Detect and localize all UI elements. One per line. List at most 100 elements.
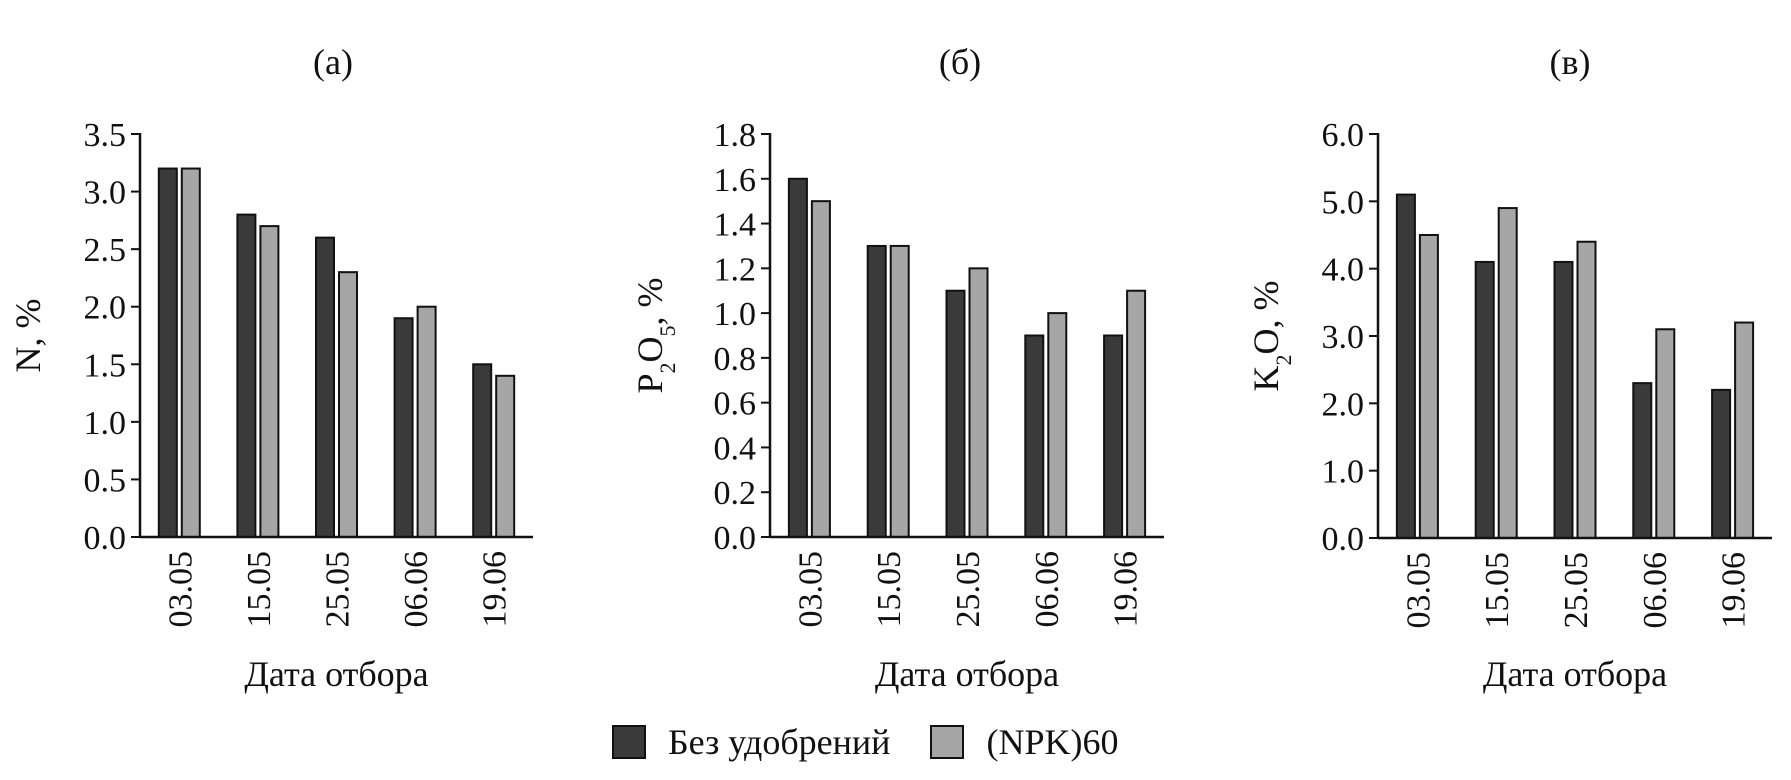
bar-npk60-06.06 bbox=[1655, 328, 1676, 539]
y-axis-label: K2O, % bbox=[1246, 281, 1296, 392]
bar-npk60-03.05 bbox=[810, 200, 831, 539]
y-tick-label: 4.0 bbox=[1322, 252, 1365, 289]
y-tick-label: 1.0 bbox=[84, 405, 127, 442]
y-axis-label-text: , % bbox=[8, 299, 48, 347]
x-axis-label: Дата отбора bbox=[875, 654, 1059, 694]
legend-label-npk60: (NPK)60 bbox=[986, 722, 1119, 762]
bar-npk60-19.06 bbox=[1126, 289, 1147, 538]
legend-swatch-npk60 bbox=[930, 725, 965, 759]
x-tick-label: 25.05 bbox=[1558, 552, 1595, 629]
x-tick-label: 03.05 bbox=[792, 551, 829, 628]
x-tick-label: 06.06 bbox=[1029, 551, 1066, 628]
x-tick-label: 15.05 bbox=[1479, 552, 1516, 629]
y-axis-label-text: , % bbox=[630, 277, 670, 325]
y-axis-label-text: O bbox=[1246, 329, 1286, 355]
bar-no-fertilizer-19.06 bbox=[472, 363, 493, 538]
bar-no-fertilizer-03.05 bbox=[157, 167, 178, 539]
y-tick-label: 1.4 bbox=[714, 207, 757, 244]
y-axis-label-subscript: 2 bbox=[1271, 355, 1296, 366]
y-tick-label: 0.2 bbox=[714, 475, 757, 512]
x-tick-label: 19.06 bbox=[1716, 552, 1753, 629]
x-tick-label: 06.06 bbox=[1637, 552, 1674, 629]
bar-npk60-19.06 bbox=[495, 374, 516, 538]
bar-no-fertilizer-03.05 bbox=[787, 177, 808, 538]
y-axis-label-subscript: 2 bbox=[655, 362, 680, 373]
bar-no-fertilizer-25.05 bbox=[945, 289, 966, 538]
legend-item-no-fertilizer: Без удобрений bbox=[612, 721, 890, 763]
y-tick-label: 0.5 bbox=[84, 462, 127, 499]
y-tick-label: 3.5 bbox=[84, 117, 127, 154]
bar-no-fertilizer-19.06 bbox=[1711, 388, 1732, 539]
bar-no-fertilizer-06.06 bbox=[1632, 382, 1653, 539]
bar-npk60-19.06 bbox=[1734, 321, 1755, 539]
x-tick-label: 19.06 bbox=[477, 551, 514, 628]
chart-panel-v: (в) 03.05 15.05 25.05 06.06 19.06 0.0 1.0 2.0 3.0… bbox=[1246, 42, 1772, 694]
bar-no-fertilizer-06.06 bbox=[1024, 334, 1045, 538]
bar-npk60-06.06 bbox=[1047, 312, 1068, 538]
panel-title: (а) bbox=[313, 42, 353, 82]
y-tick-label: 1.2 bbox=[714, 251, 757, 288]
y-axis-label-text: , % bbox=[1246, 281, 1286, 329]
legend-label-no-fertilizer: Без удобрений bbox=[668, 722, 891, 762]
y-axis-label: P2O5, % bbox=[630, 277, 680, 393]
x-tick-label: 19.06 bbox=[1108, 551, 1145, 628]
legend-swatch-no-fertilizer bbox=[612, 725, 646, 759]
bar-no-fertilizer-15.05 bbox=[1474, 260, 1495, 539]
bar-no-fertilizer-03.05 bbox=[1395, 193, 1416, 539]
y-axis-label-subscript: 5 bbox=[655, 325, 680, 336]
x-tick-label: 25.05 bbox=[950, 551, 987, 628]
y-tick-label: 2.0 bbox=[1322, 386, 1365, 423]
bar-npk60-25.05 bbox=[1576, 240, 1597, 539]
legend: Без удобрений (NPK)60 bbox=[612, 720, 1158, 764]
bar-npk60-15.05 bbox=[259, 225, 280, 538]
x-tick-label: 15.05 bbox=[871, 551, 908, 628]
x-axis-label: Дата отбора bbox=[244, 654, 428, 694]
y-tick-label: 0.8 bbox=[714, 341, 757, 378]
y-tick-label: 0.0 bbox=[84, 520, 127, 557]
x-tick-label: 25.05 bbox=[320, 551, 357, 628]
y-axis-label-text: N bbox=[8, 347, 48, 373]
legend-item-npk60: (NPK)60 bbox=[930, 721, 1118, 763]
y-tick-label: 0.0 bbox=[714, 520, 757, 557]
y-tick-label: 3.0 bbox=[84, 175, 127, 212]
panel-title: (в) bbox=[1550, 42, 1591, 82]
bar-npk60-15.05 bbox=[1497, 207, 1518, 539]
x-tick-label: 03.05 bbox=[162, 551, 199, 628]
bar-no-fertilizer-06.06 bbox=[393, 317, 414, 538]
y-tick-label: 1.0 bbox=[714, 296, 757, 333]
panel-title: (б) bbox=[939, 42, 981, 82]
bar-no-fertilizer-25.05 bbox=[315, 236, 335, 538]
bar-npk60-03.05 bbox=[180, 167, 201, 539]
y-axis-label-text: P bbox=[630, 373, 670, 393]
y-axis-label-text: K bbox=[1246, 366, 1286, 392]
chart-panel-b: (б) 03.05 15.05 25.05 06.06 19.06 0.0 0.2 0.4 0.6… bbox=[630, 42, 1164, 694]
x-tick-label: 06.06 bbox=[398, 551, 435, 628]
bar-npk60-25.05 bbox=[338, 271, 358, 538]
y-tick-label: 0.4 bbox=[714, 430, 757, 467]
y-axis-label-text: O bbox=[630, 336, 670, 362]
y-tick-label: 5.0 bbox=[1322, 184, 1365, 221]
y-tick-label: 3.0 bbox=[1322, 319, 1365, 356]
bar-npk60-06.06 bbox=[416, 305, 437, 539]
y-tick-label: 2.5 bbox=[84, 232, 127, 269]
bar-no-fertilizer-19.06 bbox=[1103, 334, 1124, 538]
bar-no-fertilizer-25.05 bbox=[1553, 260, 1574, 539]
y-tick-label: 1.8 bbox=[714, 117, 757, 154]
y-tick-label: 1.6 bbox=[714, 162, 757, 199]
y-tick-label: 6.0 bbox=[1322, 117, 1365, 154]
y-tick-label: 1.0 bbox=[1322, 454, 1365, 491]
y-tick-label: 2.0 bbox=[84, 290, 127, 327]
x-tick-label: 03.05 bbox=[1400, 552, 1437, 629]
chart-panel-a: (а) 03.05 15.05 25.05 06.06 19.06 0.0 0.5 1.0 1.5… bbox=[8, 42, 533, 694]
y-tick-label: 0.6 bbox=[714, 386, 757, 423]
y-axis-label: N, % bbox=[8, 299, 48, 373]
bar-no-fertilizer-15.05 bbox=[236, 213, 257, 538]
y-tick-label: 0.0 bbox=[1322, 521, 1365, 558]
y-tick-label: 1.5 bbox=[84, 347, 127, 384]
bar-no-fertilizer-15.05 bbox=[866, 244, 887, 538]
bar-npk60-25.05 bbox=[968, 267, 989, 538]
x-tick-label: 15.05 bbox=[241, 551, 278, 628]
bar-npk60-15.05 bbox=[889, 244, 910, 538]
bar-npk60-03.05 bbox=[1418, 234, 1439, 539]
